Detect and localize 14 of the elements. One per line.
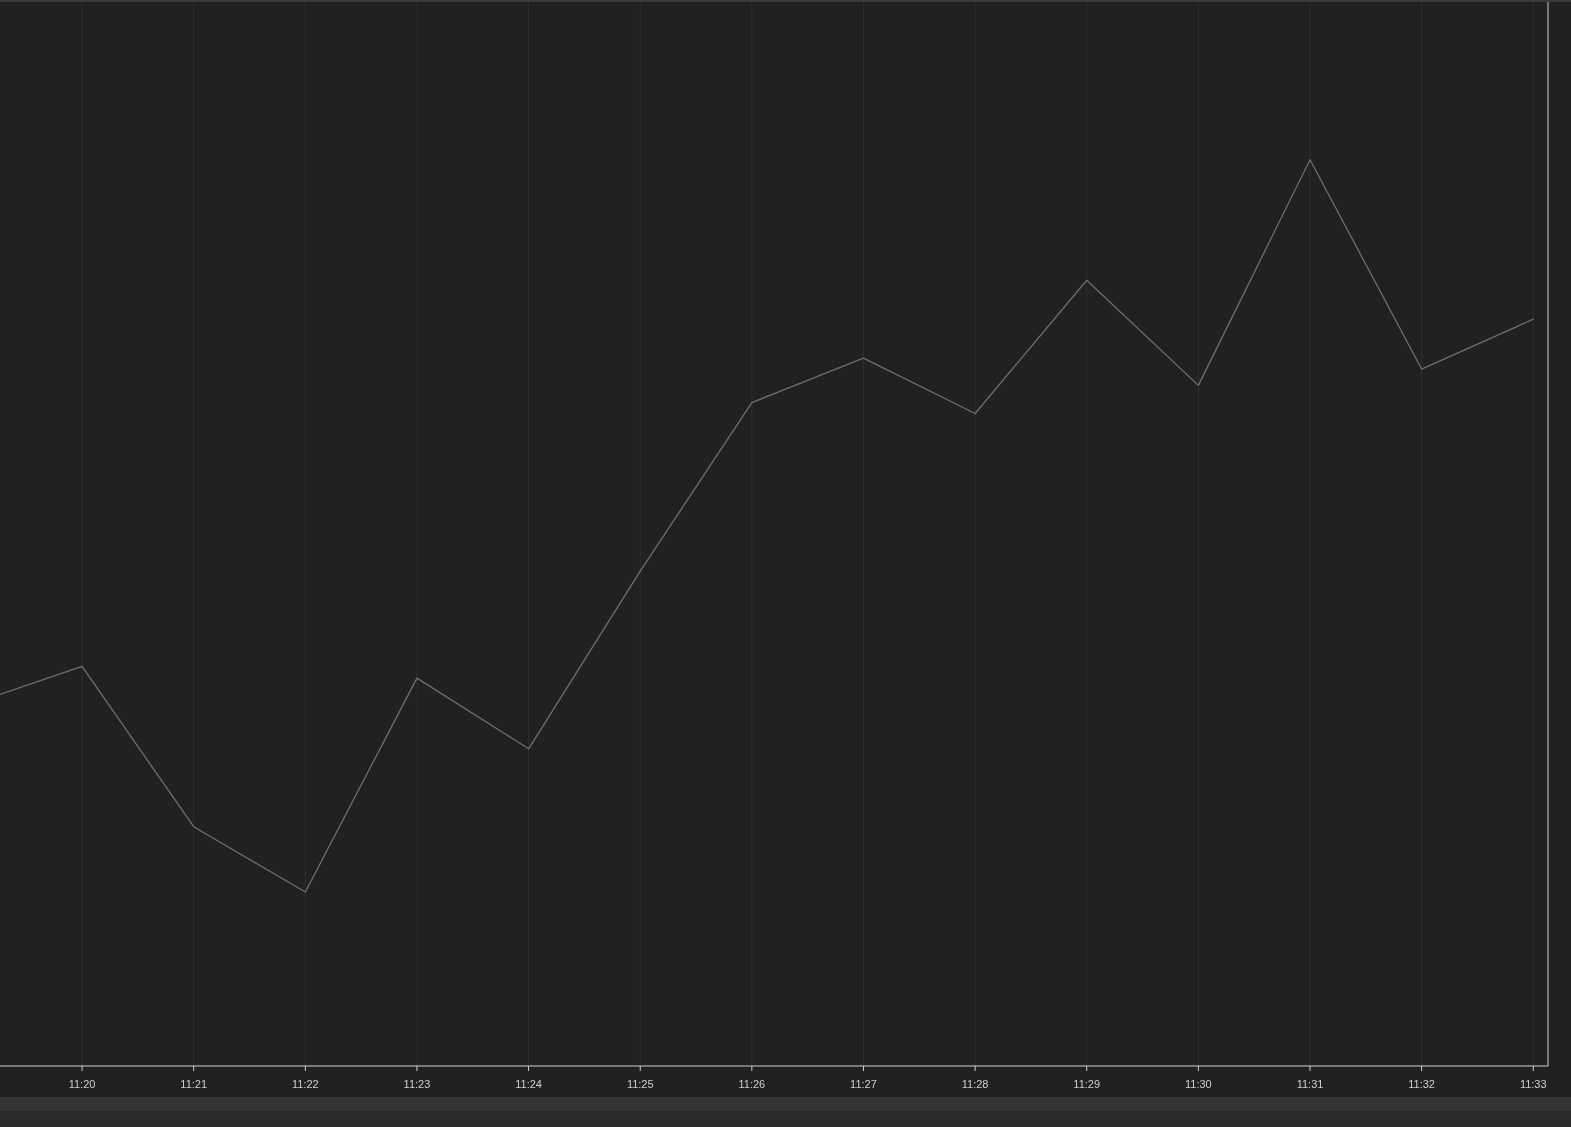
x-tick-label: 11:24 [515, 1078, 542, 1090]
x-tick-label: 11:20 [68, 1078, 96, 1090]
x-tick-label: 11:30 [1185, 1078, 1212, 1090]
x-tick-label: 11:28 [961, 1078, 989, 1090]
x-tick-label: 11:29 [1073, 1078, 1101, 1090]
x-tick-label: 11:22 [291, 1078, 319, 1090]
x-tick-label: 11:26 [738, 1078, 766, 1090]
x-tick-label: 11:27 [850, 1078, 877, 1090]
x-tick-label: 11:33 [1519, 1078, 1547, 1090]
x-tick-label: 11:25 [626, 1078, 654, 1090]
x-tick-label: 11:23 [403, 1078, 431, 1090]
x-tick-label: 11:21 [180, 1078, 208, 1090]
x-tick-label: 11:31 [1296, 1078, 1324, 1090]
x-tick-label: 11:32 [1408, 1078, 1435, 1090]
